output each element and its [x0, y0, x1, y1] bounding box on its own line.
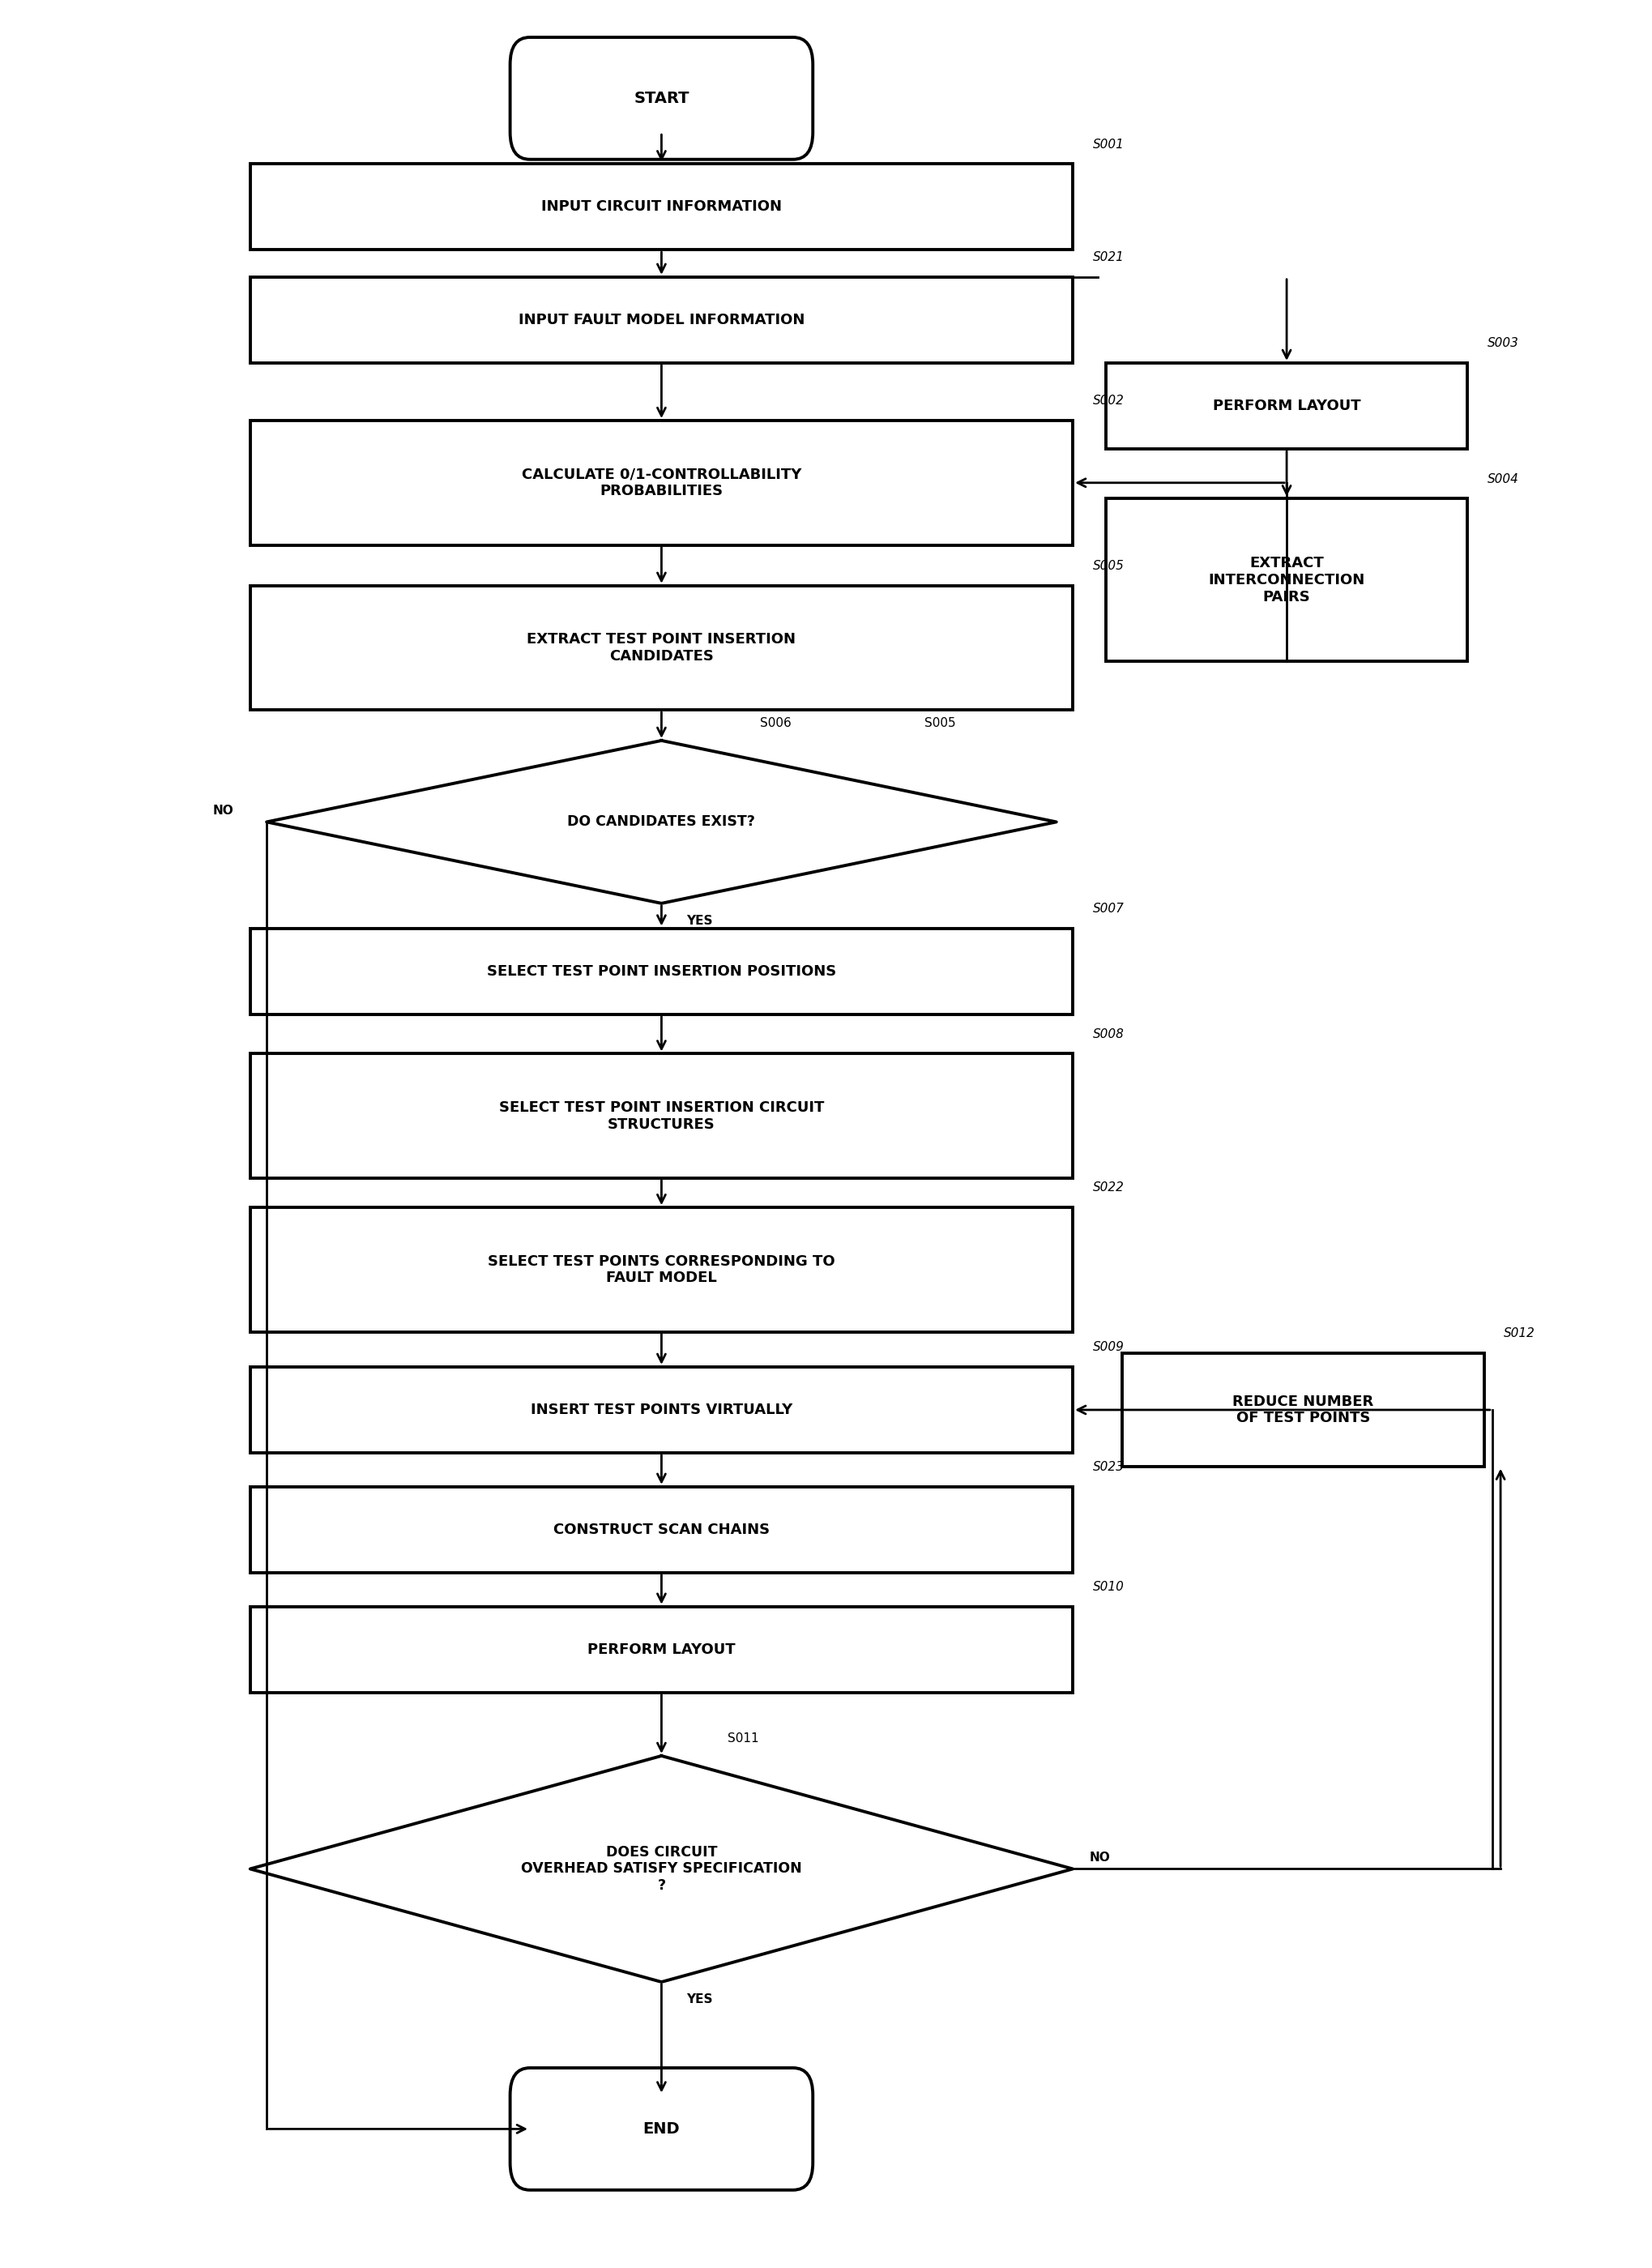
- FancyBboxPatch shape: [249, 928, 1072, 1014]
- FancyBboxPatch shape: [249, 1488, 1072, 1572]
- Text: SELECT TEST POINT INSERTION POSITIONS: SELECT TEST POINT INSERTION POSITIONS: [487, 964, 836, 978]
- FancyBboxPatch shape: [510, 2068, 813, 2191]
- FancyBboxPatch shape: [1105, 363, 1467, 449]
- Text: S012: S012: [1503, 1327, 1535, 1340]
- Text: START: START: [634, 91, 689, 107]
- FancyBboxPatch shape: [249, 1606, 1072, 1692]
- Text: S007: S007: [1092, 903, 1123, 914]
- Text: DO CANDIDATES EXIST?: DO CANDIDATES EXIST?: [568, 814, 755, 830]
- Text: S009: S009: [1092, 1340, 1123, 1354]
- Text: INPUT CIRCUIT INFORMATION: INPUT CIRCUIT INFORMATION: [542, 200, 781, 213]
- Text: S008: S008: [1092, 1027, 1123, 1041]
- FancyBboxPatch shape: [249, 1055, 1072, 1177]
- Text: S005: S005: [1092, 560, 1123, 572]
- Text: CONSTRUCT SCAN CHAINS: CONSTRUCT SCAN CHAINS: [553, 1522, 770, 1538]
- Text: SELECT TEST POINT INSERTION CIRCUIT
STRUCTURES: SELECT TEST POINT INSERTION CIRCUIT STRU…: [499, 1100, 824, 1132]
- Text: S022: S022: [1092, 1182, 1123, 1193]
- Text: S021: S021: [1092, 252, 1123, 263]
- Text: SELECT TEST POINTS CORRESPONDING TO
FAULT MODEL: SELECT TEST POINTS CORRESPONDING TO FAUL…: [487, 1254, 836, 1286]
- Text: YES: YES: [686, 914, 712, 928]
- Text: INSERT TEST POINTS VIRTUALLY: INSERT TEST POINTS VIRTUALLY: [530, 1402, 793, 1418]
- FancyBboxPatch shape: [1122, 1354, 1483, 1467]
- Text: S006: S006: [760, 717, 791, 730]
- Text: NO: NO: [1089, 1851, 1110, 1864]
- Text: END: END: [643, 2121, 681, 2136]
- Text: S001: S001: [1092, 138, 1123, 150]
- Text: S011: S011: [727, 1733, 758, 1744]
- Text: S004: S004: [1487, 472, 1518, 485]
- Text: S003: S003: [1487, 338, 1518, 349]
- Text: S010: S010: [1092, 1581, 1123, 1592]
- Text: INPUT FAULT MODEL INFORMATION: INPUT FAULT MODEL INFORMATION: [519, 313, 805, 327]
- Polygon shape: [266, 742, 1056, 903]
- Text: CALCULATE 0/1-CONTROLLABILITY
PROBABILITIES: CALCULATE 0/1-CONTROLLABILITY PROBABILIT…: [522, 467, 801, 499]
- FancyBboxPatch shape: [249, 420, 1072, 544]
- FancyBboxPatch shape: [1105, 499, 1467, 662]
- FancyBboxPatch shape: [510, 36, 813, 159]
- FancyBboxPatch shape: [249, 277, 1072, 363]
- Polygon shape: [249, 1755, 1072, 1982]
- Text: EXTRACT
INTERCONNECTION
PAIRS: EXTRACT INTERCONNECTION PAIRS: [1208, 556, 1365, 603]
- Text: DOES CIRCUIT
OVERHEAD SATISFY SPECIFICATION
?: DOES CIRCUIT OVERHEAD SATISFY SPECIFICAT…: [520, 1844, 801, 1894]
- Text: REDUCE NUMBER
OF TEST POINTS: REDUCE NUMBER OF TEST POINTS: [1232, 1395, 1374, 1427]
- Text: PERFORM LAYOUT: PERFORM LAYOUT: [588, 1642, 735, 1658]
- Text: EXTRACT TEST POINT INSERTION
CANDIDATES: EXTRACT TEST POINT INSERTION CANDIDATES: [527, 633, 796, 665]
- Text: PERFORM LAYOUT: PERFORM LAYOUT: [1213, 399, 1361, 413]
- FancyBboxPatch shape: [249, 1368, 1072, 1454]
- FancyBboxPatch shape: [249, 163, 1072, 249]
- Text: S023: S023: [1092, 1461, 1123, 1474]
- Text: S002: S002: [1092, 395, 1123, 406]
- Text: S005: S005: [925, 717, 957, 730]
- FancyBboxPatch shape: [249, 1207, 1072, 1331]
- FancyBboxPatch shape: [249, 585, 1072, 710]
- Text: YES: YES: [686, 1994, 712, 2005]
- Text: NO: NO: [213, 805, 233, 816]
